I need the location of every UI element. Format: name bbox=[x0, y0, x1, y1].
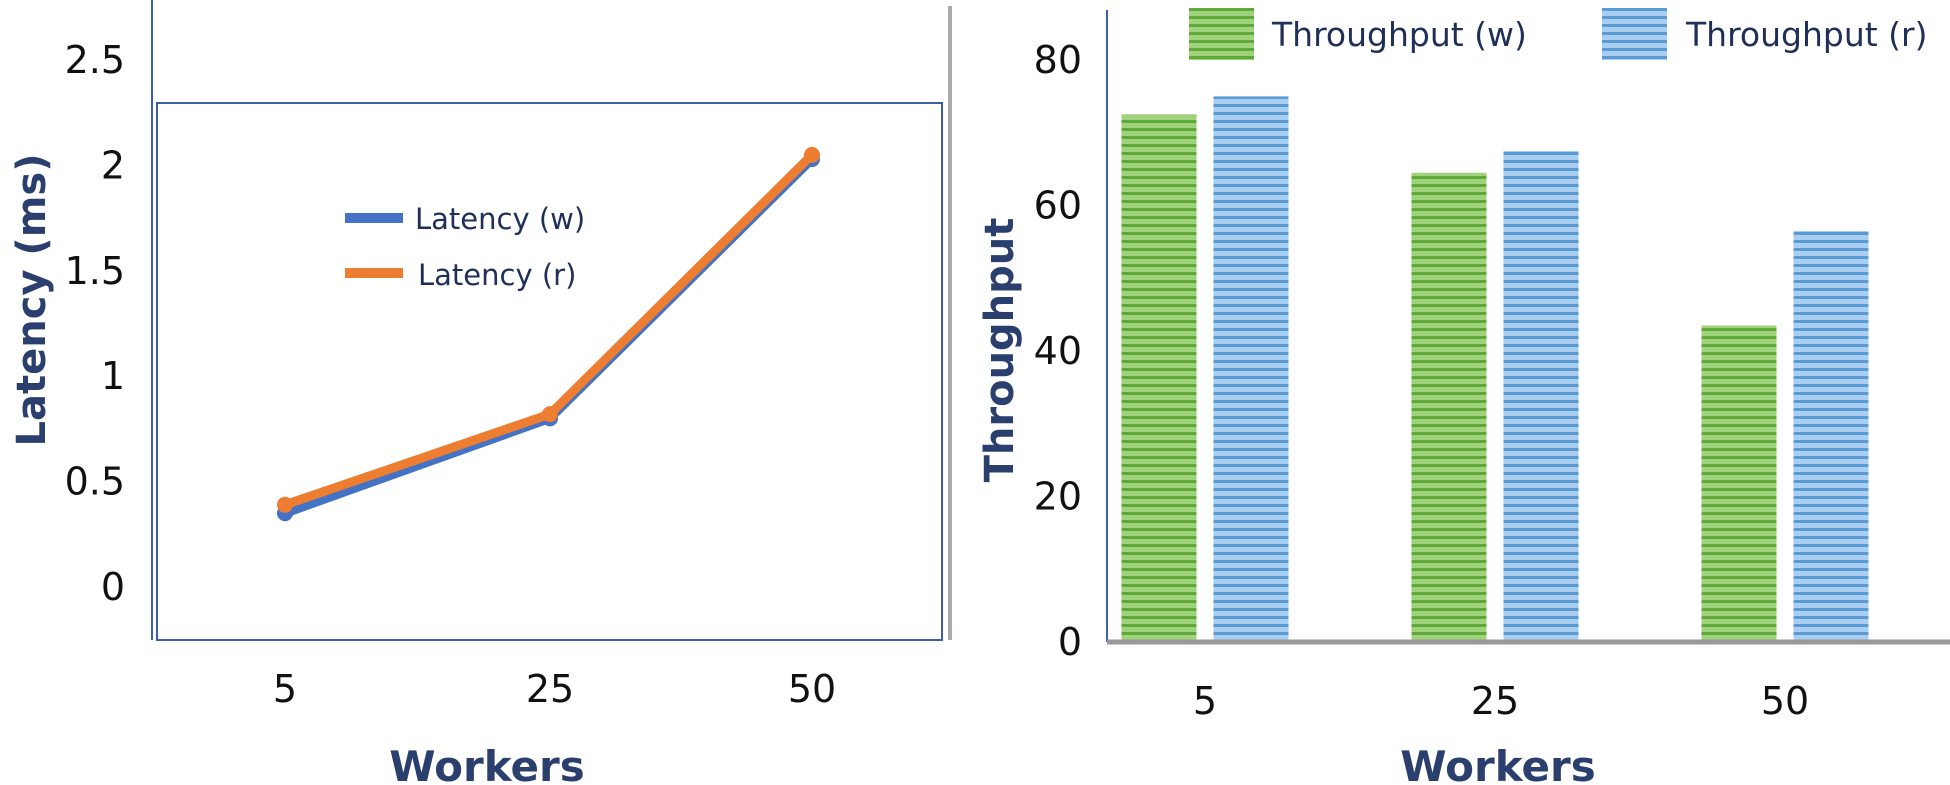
latency-x-tick-label: 25 bbox=[526, 667, 574, 711]
throughput-x-axis-title: Workers bbox=[1400, 742, 1595, 785]
throughput-x-tick-label: 50 bbox=[1761, 679, 1809, 723]
latency-point-r bbox=[542, 406, 558, 423]
latency-x-axis-title: Workers bbox=[389, 742, 584, 785]
throughput-legend: Throughput (w) Throughput (r) bbox=[1189, 8, 1928, 60]
latency-y-tick-label: 0.5 bbox=[65, 460, 125, 504]
throughput-bar-w bbox=[1411, 172, 1487, 642]
legend-label-throughput-w: Throughput (w) bbox=[1271, 15, 1527, 54]
throughput-bar-w bbox=[1701, 325, 1777, 642]
latency-x-ticks: 5 25 50 bbox=[273, 667, 836, 711]
throughput-y-tick-label: 60 bbox=[1034, 184, 1082, 228]
throughput-bar-r bbox=[1503, 150, 1579, 642]
latency-x-tick-label: 50 bbox=[788, 667, 836, 711]
throughput-y-tick-label: 80 bbox=[1034, 38, 1082, 82]
throughput-y-axis-title: Throughput bbox=[977, 218, 1023, 483]
throughput-bar-r bbox=[1213, 96, 1289, 642]
legend-label-throughput-r: Throughput (r) bbox=[1685, 15, 1928, 54]
latency-point-r bbox=[277, 496, 293, 513]
throughput-series bbox=[1121, 96, 1869, 642]
latency-y-tick-label: 2 bbox=[101, 143, 125, 187]
throughput-y-tick-label: 0 bbox=[1058, 620, 1082, 664]
throughput-x-tick-label: 25 bbox=[1471, 679, 1519, 723]
latency-y-tick-label: 2.5 bbox=[65, 38, 125, 82]
throughput-y-tick-label: 20 bbox=[1034, 475, 1082, 519]
latency-y-ticks: 0 0.5 1 1.5 2 2.5 bbox=[65, 38, 125, 609]
latency-chart: 0 0.5 1 1.5 2 2.5 5 25 50 Latency (w) Latency (… bbox=[9, 0, 952, 785]
latency-y-axis-title: Latency (ms) bbox=[9, 154, 55, 447]
latency-plot-frame bbox=[156, 102, 943, 641]
latency-y-tick-label: 1 bbox=[101, 354, 125, 398]
throughput-x-tick-label: 5 bbox=[1193, 679, 1217, 723]
throughput-y-tick-label: 40 bbox=[1034, 329, 1082, 373]
throughput-bar-w bbox=[1121, 114, 1197, 642]
legend-swatch-throughput-r bbox=[1602, 8, 1667, 60]
latency-y-tick-label: 0 bbox=[101, 565, 125, 609]
legend-label-latency-r: Latency (r) bbox=[418, 258, 576, 292]
latency-legend: Latency (w) Latency (r) bbox=[345, 202, 585, 292]
legend-swatch-throughput-w bbox=[1189, 8, 1254, 60]
latency-series bbox=[277, 146, 820, 522]
legend-label-latency-w: Latency (w) bbox=[415, 202, 585, 236]
latency-y-tick-label: 1.5 bbox=[65, 249, 125, 293]
throughput-x-ticks: 5 25 50 bbox=[1193, 679, 1809, 723]
throughput-chart: Throughput (w) Throughput (r) 020406080 … bbox=[977, 8, 1950, 785]
latency-x-tick-label: 5 bbox=[273, 667, 297, 711]
throughput-bar-r bbox=[1793, 230, 1869, 642]
throughput-y-ticks: 0 20 40 60 80 bbox=[1034, 38, 1082, 664]
latency-point-r bbox=[804, 146, 820, 163]
